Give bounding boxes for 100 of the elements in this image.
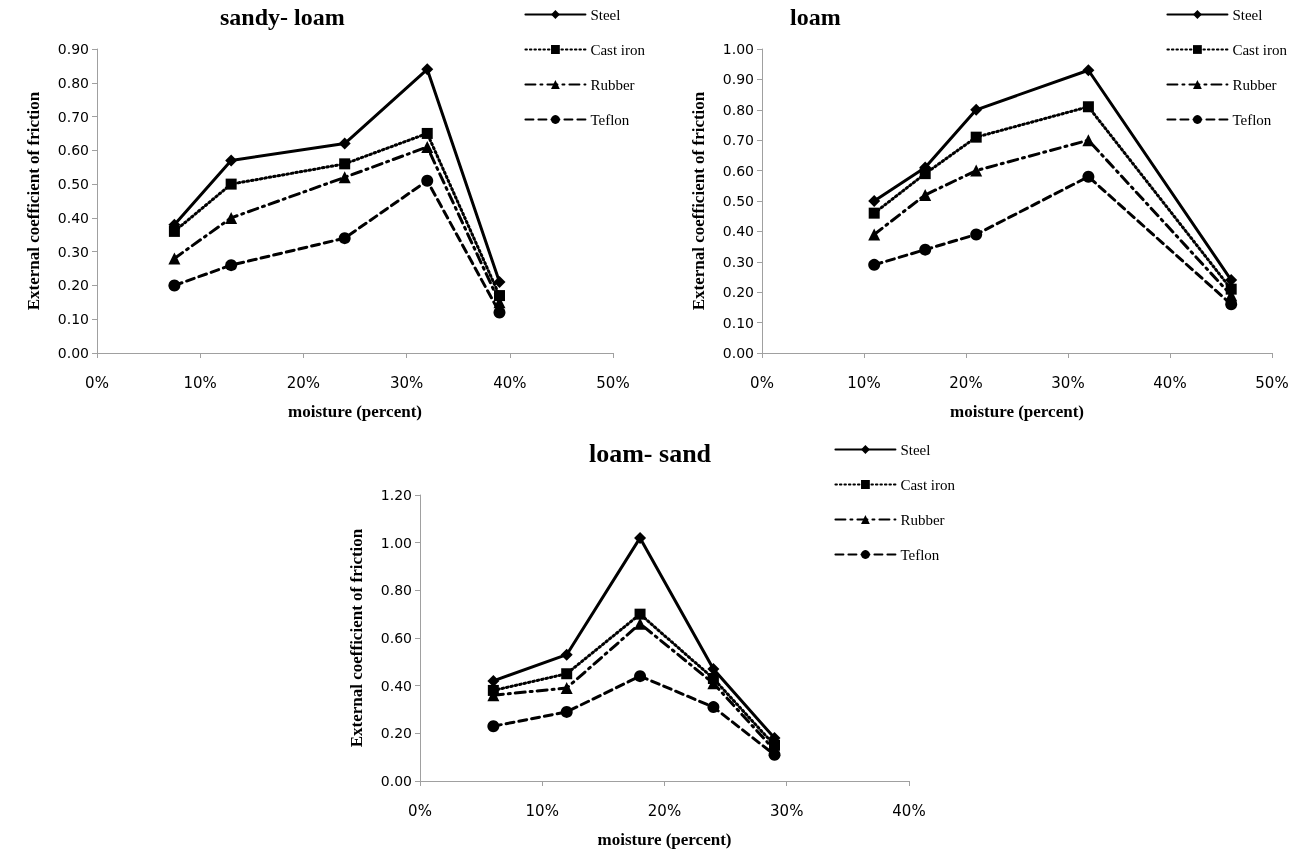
y-tick-label: 0.60 — [722, 162, 754, 179]
legend-label: Cast iron — [590, 41, 646, 58]
point — [421, 127, 433, 139]
chart-title: loam- sand — [588, 438, 712, 468]
point — [560, 648, 573, 661]
point — [1082, 134, 1095, 147]
x-tick-label: 10% — [525, 801, 559, 820]
y-tick-label: 1.20 — [380, 487, 412, 503]
point — [919, 168, 931, 180]
y-tick-label: 0.00 — [57, 345, 89, 361]
y-tick-label: 0.10 — [722, 314, 754, 331]
x-tick-label: 20% — [949, 373, 983, 392]
y-axis-title: External coefficient of friction — [689, 91, 708, 311]
legend-label: Cast iron — [1232, 41, 1288, 58]
y-tick-label: 0.80 — [380, 582, 412, 599]
point — [168, 279, 181, 292]
chart-title: loam — [790, 4, 841, 30]
legend-label: Rubber — [590, 76, 635, 93]
y-tick-label: 0.60 — [380, 630, 412, 646]
y-axis-title: External coefficient of friction — [24, 91, 43, 311]
y-axis-title: External coefficient of friction — [347, 528, 366, 748]
y-tick-label: 0.40 — [380, 677, 412, 694]
legend-label: Teflon — [1232, 111, 1272, 128]
y-tick-label: 0.30 — [57, 243, 89, 260]
point — [1082, 64, 1095, 77]
y-tick-label: 0.70 — [57, 108, 89, 125]
point — [868, 228, 881, 241]
y-tick-label: 0.80 — [57, 74, 89, 91]
y-tick-label: 0.30 — [722, 253, 754, 270]
legend-label: Steel — [1232, 6, 1263, 23]
point — [868, 207, 880, 219]
x-tick-label: 50% — [1255, 373, 1289, 392]
x-tick-label: 20% — [647, 801, 682, 820]
point — [561, 668, 573, 680]
y-tick-label: 0.70 — [722, 132, 754, 149]
point — [339, 158, 351, 170]
y-tick-label: 0.50 — [722, 193, 754, 209]
point — [868, 195, 881, 207]
x-tick-label: 0% — [408, 801, 432, 820]
point — [225, 154, 238, 167]
legend-label: Steel — [590, 6, 621, 23]
point — [707, 701, 720, 714]
point — [1082, 170, 1095, 183]
y-tick-label: 0.00 — [380, 773, 412, 789]
point — [338, 137, 351, 150]
legend-label: Teflon — [900, 546, 940, 563]
point — [421, 140, 434, 153]
point — [560, 682, 573, 695]
point — [225, 178, 237, 190]
point — [970, 131, 982, 143]
y-tick-label: 0.50 — [57, 176, 89, 193]
point — [338, 232, 351, 245]
x-tick-label: 40% — [1153, 373, 1187, 392]
x-axis-title: moisture (percent) — [950, 402, 1084, 421]
point — [168, 252, 181, 265]
legend-label: Steel — [900, 441, 931, 458]
point — [970, 103, 983, 116]
x-axis-title: moisture (percent) — [288, 402, 422, 421]
point — [487, 720, 500, 733]
point — [970, 228, 983, 241]
point — [168, 225, 180, 237]
y-tick-label: 0.80 — [722, 101, 754, 118]
x-tick-label: 40% — [892, 801, 926, 820]
legend-label: Rubber — [900, 511, 945, 528]
x-tick-label: 40% — [493, 373, 527, 392]
point — [634, 608, 646, 620]
y-tick-label: 1.00 — [722, 41, 754, 57]
point — [338, 171, 351, 184]
point — [225, 259, 238, 272]
point — [868, 258, 881, 271]
y-tick-label: 0.10 — [57, 311, 89, 328]
point — [560, 705, 573, 718]
legend-label: Cast iron — [900, 476, 956, 493]
point — [919, 243, 932, 256]
y-tick-label: 0.90 — [57, 41, 89, 57]
point — [225, 211, 238, 224]
x-tick-label: 30% — [389, 373, 424, 392]
y-tick-label: 0.00 — [722, 345, 754, 361]
point — [919, 188, 932, 201]
y-tick-label: 0.20 — [380, 725, 412, 742]
y-tick-label: 0.20 — [57, 277, 89, 294]
x-tick-label: 20% — [286, 373, 321, 392]
x-tick-label: 30% — [770, 801, 804, 820]
y-tick-label: 0.60 — [57, 142, 89, 159]
point — [634, 670, 647, 683]
x-tick-label: 0% — [750, 373, 774, 392]
x-axis-title: moisture (percent) — [597, 830, 732, 849]
point — [970, 164, 983, 177]
point — [421, 63, 434, 76]
x-tick-label: 30% — [1051, 373, 1085, 392]
y-tick-label: 0.20 — [722, 284, 754, 301]
y-tick-label: 1.00 — [380, 534, 412, 551]
x-tick-label: 10% — [183, 373, 217, 392]
y-tick-label: 0.40 — [722, 223, 754, 240]
x-tick-label: 50% — [596, 373, 630, 392]
x-tick-label: 10% — [847, 373, 881, 392]
point — [1082, 101, 1094, 113]
chart-title: sandy- loam — [220, 4, 345, 30]
point — [493, 276, 506, 289]
x-tick-label: 0% — [85, 373, 109, 392]
